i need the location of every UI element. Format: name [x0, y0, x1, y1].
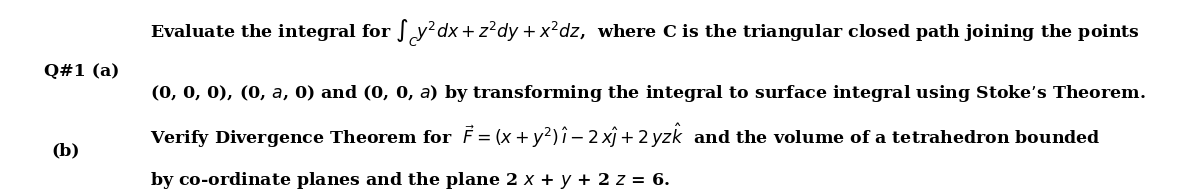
- Text: Q#1 (a): Q#1 (a): [44, 63, 119, 80]
- Text: Evaluate the integral for $\int_C y^2\!\,dx + z^2\!\,dy + x^2\!\,dz$,  where C i: Evaluate the integral for $\int_C y^2\!\…: [150, 17, 1140, 48]
- Text: (b): (b): [52, 143, 80, 160]
- Text: by co-ordinate planes and the plane 2 $x$ + $y$ + 2 $z$ = 6.: by co-ordinate planes and the plane 2 $x…: [150, 170, 670, 191]
- Text: Verify Divergence Theorem for  $\vec{F} = (x + y^2)\,\hat{\imath} - 2\,x\hat{\jm: Verify Divergence Theorem for $\vec{F} =…: [150, 121, 1100, 150]
- Text: (0, 0, 0), (0, $a$, 0) and (0, 0, $a$) by transforming the integral to surface i: (0, 0, 0), (0, $a$, 0) and (0, 0, $a$) b…: [150, 83, 1146, 104]
